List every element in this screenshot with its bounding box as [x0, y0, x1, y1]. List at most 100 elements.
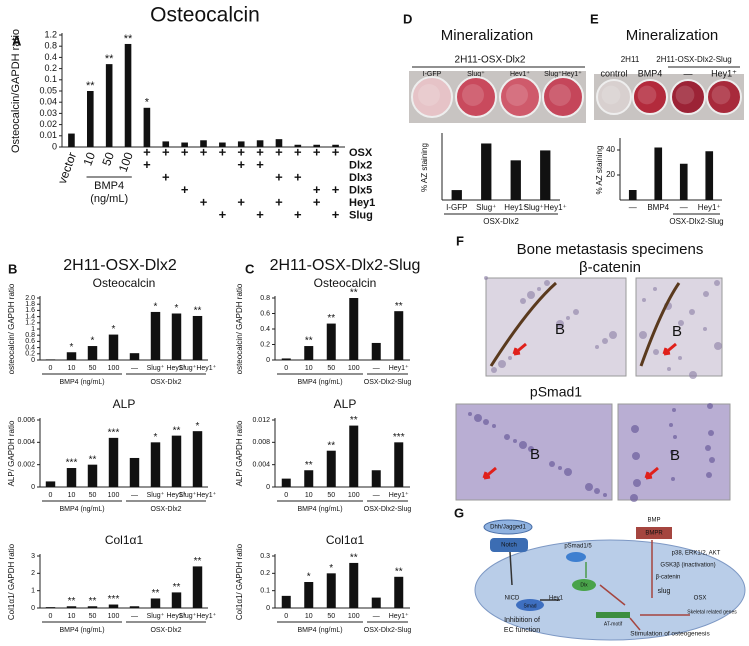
x-tick-label: 0	[284, 613, 288, 620]
significance: **	[173, 425, 181, 436]
panel-title: 2H11-OSX-Dlx2-Slug	[270, 257, 421, 274]
diagram-label: GSK3β (inactivation)	[660, 563, 715, 569]
condition-mark: +	[162, 144, 170, 159]
diagram-label: pSmad1/5	[564, 544, 592, 550]
significance: **	[305, 460, 313, 471]
significance: *	[70, 342, 74, 353]
condition-mark: +	[332, 207, 340, 222]
y-tick-label: 0.2	[25, 351, 35, 358]
cell	[672, 408, 676, 412]
significance: **	[124, 33, 133, 45]
chart-title: ALP	[334, 397, 357, 411]
well	[542, 76, 584, 118]
cell	[633, 479, 641, 487]
x-tick-label: BMP4	[647, 203, 669, 212]
receptor	[636, 527, 672, 539]
cell	[468, 412, 472, 416]
diagram-label: Inhibition of	[504, 617, 540, 624]
bar	[394, 311, 404, 360]
y-tick-label: 0.004	[17, 439, 35, 446]
bar	[192, 431, 203, 487]
cell	[595, 345, 599, 349]
bar	[150, 598, 161, 608]
condition-mark: +	[313, 194, 321, 209]
significance: *	[154, 302, 158, 313]
cell	[642, 298, 646, 302]
bar	[200, 140, 207, 147]
cell	[556, 320, 564, 328]
arrow	[509, 551, 513, 586]
y-tick-label: 0.05	[39, 85, 57, 95]
x-tick-label: 50	[89, 613, 97, 620]
y-tick-label: 0.6	[260, 310, 270, 317]
diagram-label: Smad	[523, 603, 536, 609]
f-stain: pSmad1	[530, 384, 582, 400]
bar	[705, 151, 714, 200]
significance: **	[305, 336, 313, 347]
x-tick-label: Hey1⁺	[166, 364, 186, 372]
x-tick-label: 10	[68, 613, 76, 620]
significance: **	[327, 313, 335, 324]
significance: **	[89, 454, 97, 465]
nicd-node	[516, 599, 544, 611]
y-tick-label: 0	[266, 605, 270, 612]
condition-name: OSX	[349, 147, 373, 159]
cell	[678, 356, 682, 360]
cell	[632, 452, 640, 460]
condition-mark: +	[313, 182, 321, 197]
group-label: BMP4 (ng/mL)	[297, 506, 342, 513]
x-tick-label: 100	[108, 613, 120, 620]
cell	[714, 280, 720, 286]
x-tick-label: Hey1⁺	[389, 364, 409, 372]
y-tick-label: 0.02	[39, 119, 57, 129]
chart-title: Col1α1	[326, 533, 365, 547]
bar	[349, 298, 359, 360]
arrow	[599, 584, 626, 606]
well-center	[601, 85, 621, 105]
x-tick-label: —	[373, 492, 380, 499]
x-tick-label: 10	[305, 492, 313, 499]
group-label: BMP4 (ng/mL)	[59, 506, 104, 513]
diagram-label: BMP	[647, 518, 660, 524]
significance: ***	[108, 428, 120, 439]
bar	[371, 342, 381, 360]
x-tick-label: 50	[327, 613, 335, 620]
x-tick-label: Hey1⁺	[166, 491, 186, 499]
bar	[108, 604, 119, 608]
bar	[143, 107, 151, 147]
panel-letter: C	[245, 261, 255, 276]
bar	[628, 190, 637, 200]
bar	[129, 353, 140, 360]
x-tick-label: Slug⁺	[476, 203, 496, 212]
cell	[708, 430, 714, 436]
diagram-label: Dhh/Jagged1	[490, 525, 526, 531]
x-tick-label: Slug⁺	[147, 364, 165, 372]
bar	[281, 478, 291, 487]
x-tick-label: 100	[348, 492, 360, 499]
bar	[192, 566, 203, 608]
x-tick-label: Slug⁺Hey1⁺	[179, 364, 217, 372]
significance: **	[350, 553, 358, 564]
bar	[540, 150, 551, 200]
diagram-label: AT-motif	[604, 621, 623, 627]
condition-mark: +	[200, 144, 208, 159]
y-tick-label: 2.0	[25, 295, 35, 302]
bar	[66, 352, 77, 360]
condition-mark: +	[143, 157, 151, 172]
bar	[304, 582, 314, 608]
bar	[105, 64, 113, 147]
cell	[678, 320, 684, 326]
bar	[510, 160, 521, 200]
bar	[349, 425, 359, 487]
receptor	[490, 538, 528, 552]
cell	[537, 287, 541, 291]
arrow	[629, 617, 641, 631]
cell	[630, 494, 638, 502]
cell	[527, 291, 535, 299]
x-tick-label: Hey1⁺	[504, 203, 527, 212]
well-label: I-GFP	[423, 71, 442, 78]
well-center	[637, 85, 657, 105]
diagram-label: β-catenin	[656, 575, 681, 581]
y-tick-label: 0.2	[260, 570, 270, 577]
arrow	[482, 466, 497, 480]
